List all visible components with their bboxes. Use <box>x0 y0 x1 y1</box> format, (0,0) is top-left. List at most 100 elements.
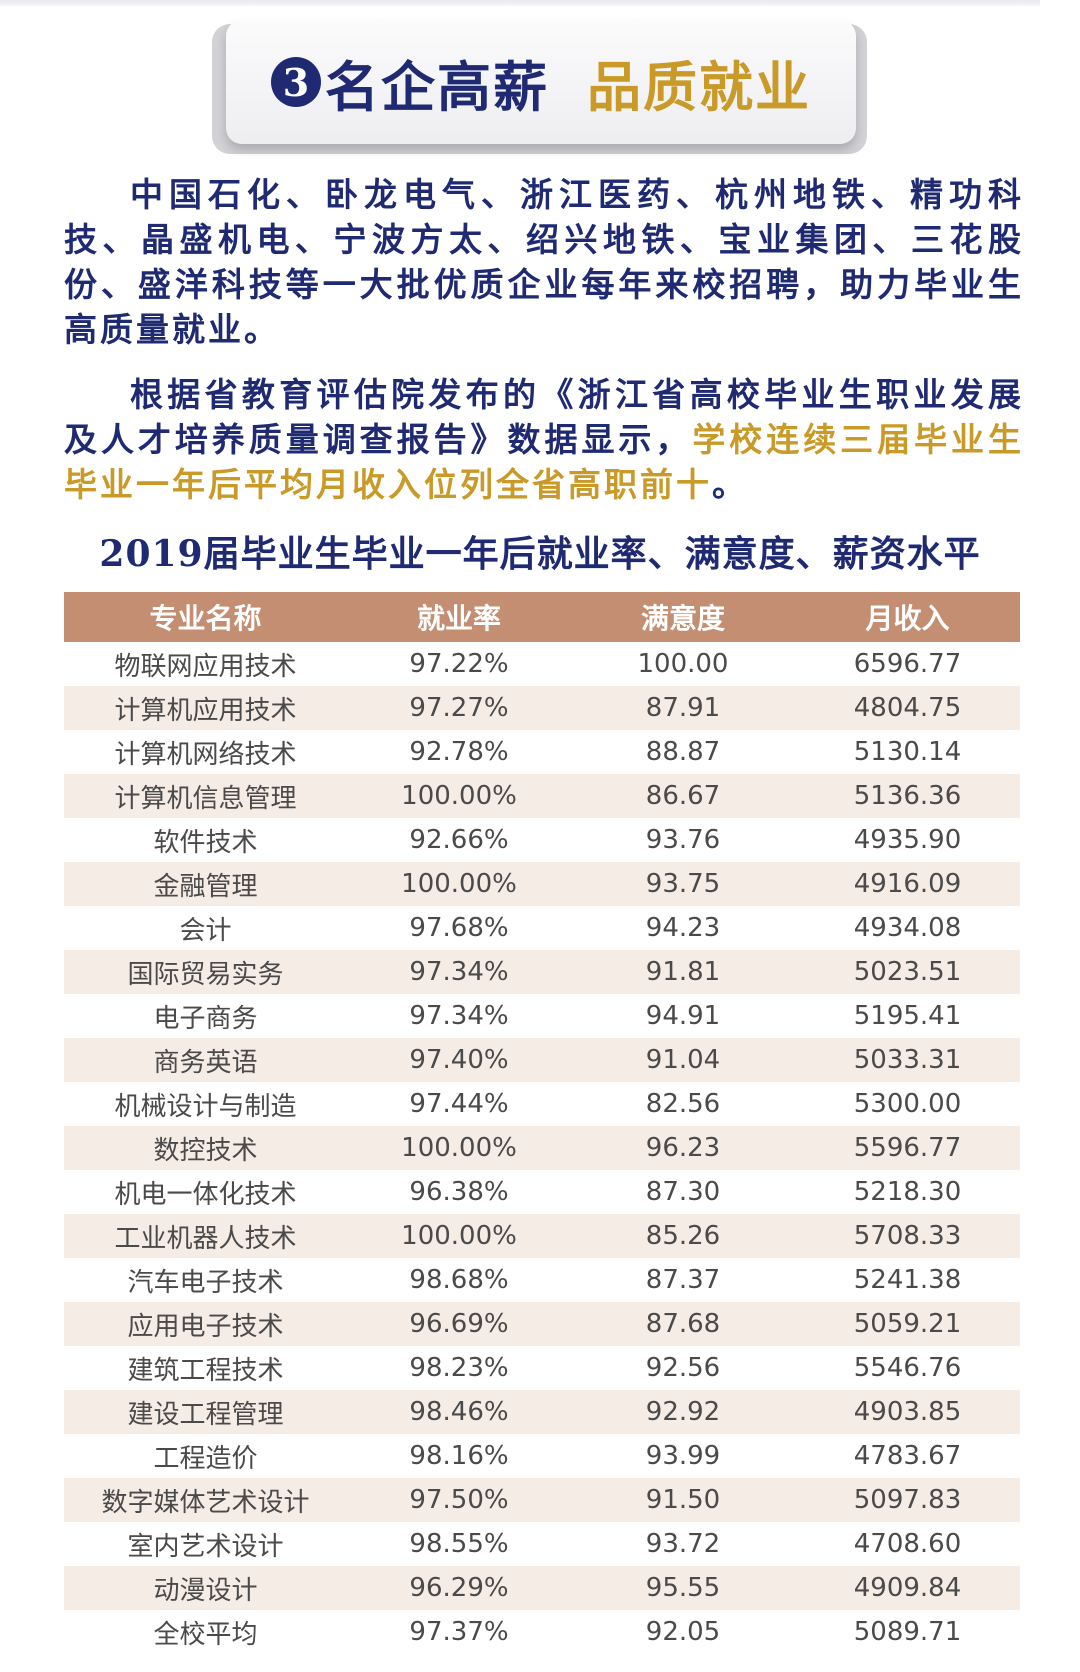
cell-monthly-income: 5097.83 <box>795 1478 1020 1522</box>
cell-employment-rate: 100.00% <box>347 862 571 906</box>
banner-title-part2: 品质就业 <box>587 54 811 119</box>
cell-monthly-income: 4935.90 <box>795 818 1020 862</box>
table-row: 工程造价 98.16% 93.99 4783.67 <box>64 1434 1020 1478</box>
cell-satisfaction: 91.04 <box>571 1038 795 1082</box>
table-row: 物联网应用技术 97.22% 100.00 6596.77 <box>64 642 1020 686</box>
cell-major: 金融管理 <box>64 862 347 906</box>
cell-major: 计算机信息管理 <box>64 774 347 818</box>
cell-major: 数控技术 <box>64 1126 347 1170</box>
cell-satisfaction: 96.23 <box>571 1126 795 1170</box>
cell-satisfaction: 85.26 <box>571 1214 795 1258</box>
cell-monthly-income: 5059.21 <box>795 1302 1020 1346</box>
cell-satisfaction: 92.92 <box>571 1390 795 1434</box>
cell-major: 会计 <box>64 906 347 950</box>
companies-paragraph: 中国石化、卧龙电气、浙江医药、杭州地铁、精功科技、晶盛机电、宁波方太、绍兴地铁、… <box>64 175 1024 349</box>
cell-major: 全校平均 <box>64 1610 347 1654</box>
banner-title-part1: 名企高薪 <box>325 54 549 119</box>
cell-satisfaction: 87.68 <box>571 1302 795 1346</box>
cell-employment-rate: 96.38% <box>347 1170 571 1214</box>
cell-employment-rate: 97.44% <box>347 1082 571 1126</box>
cell-monthly-income: 4934.08 <box>795 906 1020 950</box>
cell-major: 商务英语 <box>64 1038 347 1082</box>
cell-employment-rate: 97.27% <box>347 686 571 730</box>
table-row: 软件技术 92.66% 93.76 4935.90 <box>64 818 1020 862</box>
table-row: 汽车电子技术 98.68% 87.37 5241.38 <box>64 1258 1020 1302</box>
cell-employment-rate: 97.34% <box>347 994 571 1038</box>
cell-employment-rate: 96.29% <box>347 1566 571 1610</box>
cell-monthly-income: 4804.75 <box>795 686 1020 730</box>
cell-major: 国际贸易实务 <box>64 950 347 994</box>
cell-satisfaction: 91.81 <box>571 950 795 994</box>
cell-employment-rate: 100.00% <box>347 1214 571 1258</box>
cell-major: 汽车电子技术 <box>64 1258 347 1302</box>
cell-major: 机械设计与制造 <box>64 1082 347 1126</box>
table-row: 工业机器人技术 100.00% 85.26 5708.33 <box>64 1214 1020 1258</box>
table-row: 计算机应用技术 97.27% 87.91 4804.75 <box>64 686 1020 730</box>
report-paragraph-text: 根据省教育评估院发布的《浙江省高校毕业生职业发展及人才培养质量调查报告》数据显示… <box>64 375 1024 459</box>
table-title: 2019届毕业生毕业一年后就业率、满意度、薪资水平 <box>99 533 981 575</box>
section-number-badge: 3 <box>271 57 321 107</box>
cell-major: 应用电子技术 <box>64 1302 347 1346</box>
cell-employment-rate: 100.00% <box>347 1126 571 1170</box>
cell-employment-rate: 98.68% <box>347 1258 571 1302</box>
cell-satisfaction: 87.91 <box>571 686 795 730</box>
cell-major: 室内艺术设计 <box>64 1522 347 1566</box>
table-row: 建筑工程技术 98.23% 92.56 5546.76 <box>64 1346 1020 1390</box>
report-paragraph-highlight: 学校连续三届毕业生毕业一年后平均月收入位列全省高职前十 <box>64 420 1025 504</box>
table-row: 机电一体化技术 96.38% 87.30 5218.30 <box>64 1170 1020 1214</box>
cell-employment-rate: 97.37% <box>347 1610 571 1654</box>
cell-employment-rate: 92.66% <box>347 818 571 862</box>
table-row: 国际贸易实务 97.34% 91.81 5023.51 <box>64 950 1020 994</box>
cell-monthly-income: 5218.30 <box>795 1170 1020 1214</box>
cell-employment-rate: 98.23% <box>347 1346 571 1390</box>
table-row: 电子商务 97.34% 94.91 5195.41 <box>64 994 1020 1038</box>
cell-major: 软件技术 <box>64 818 347 862</box>
cell-employment-rate: 92.78% <box>347 730 571 774</box>
cell-monthly-income: 5023.51 <box>795 950 1020 994</box>
cell-monthly-income: 5596.77 <box>795 1126 1020 1170</box>
cell-satisfaction: 93.72 <box>571 1522 795 1566</box>
table-body: 物联网应用技术 97.22% 100.00 6596.77 计算机应用技术 97.27% 8… <box>64 642 1020 1654</box>
table-row: 建设工程管理 98.46% 92.92 4903.85 <box>64 1390 1020 1434</box>
cell-monthly-income: 5136.36 <box>795 774 1020 818</box>
table-row: 数字媒体艺术设计 97.50% 91.50 5097.83 <box>64 1478 1020 1522</box>
cell-major: 动漫设计 <box>64 1566 347 1610</box>
cell-satisfaction: 93.75 <box>571 862 795 906</box>
cell-monthly-income: 4903.85 <box>795 1390 1020 1434</box>
table-row: 全校平均 97.37% 92.05 5089.71 <box>64 1610 1020 1654</box>
cell-monthly-income: 4909.84 <box>795 1566 1020 1610</box>
table-row: 计算机信息管理 100.00% 86.67 5136.36 <box>64 774 1020 818</box>
cell-monthly-income: 4916.09 <box>795 862 1020 906</box>
cell-satisfaction: 92.56 <box>571 1346 795 1390</box>
cell-employment-rate: 100.00% <box>347 774 571 818</box>
cell-satisfaction: 92.05 <box>571 1610 795 1654</box>
header-employment-rate: 就业率 <box>347 592 571 642</box>
cell-monthly-income: 5708.33 <box>795 1214 1020 1258</box>
header-satisfaction: 满意度 <box>571 592 795 642</box>
cell-major: 电子商务 <box>64 994 347 1038</box>
cell-monthly-income: 5089.71 <box>795 1610 1020 1654</box>
table-row: 商务英语 97.40% 91.04 5033.31 <box>64 1038 1020 1082</box>
cell-major: 计算机网络技术 <box>64 730 347 774</box>
cell-employment-rate: 98.55% <box>347 1522 571 1566</box>
cell-monthly-income: 5300.00 <box>795 1082 1020 1126</box>
cell-satisfaction: 93.99 <box>571 1434 795 1478</box>
cell-satisfaction: 88.87 <box>571 730 795 774</box>
cell-monthly-income: 4708.60 <box>795 1522 1020 1566</box>
table-row: 机械设计与制造 97.44% 82.56 5300.00 <box>64 1082 1020 1126</box>
cell-monthly-income: 5130.14 <box>795 730 1020 774</box>
cell-employment-rate: 97.22% <box>347 642 571 686</box>
table-row: 应用电子技术 96.69% 87.68 5059.21 <box>64 1302 1020 1346</box>
top-strip <box>0 0 1040 6</box>
cell-employment-rate: 96.69% <box>347 1302 571 1346</box>
cell-satisfaction: 94.23 <box>571 906 795 950</box>
cell-major: 机电一体化技术 <box>64 1170 347 1214</box>
cell-employment-rate: 97.68% <box>347 906 571 950</box>
cell-major: 计算机应用技术 <box>64 686 347 730</box>
cell-major: 数字媒体艺术设计 <box>64 1478 347 1522</box>
cell-monthly-income: 5033.31 <box>795 1038 1020 1082</box>
table-header-row: 专业名称 就业率 满意度 月收入 <box>64 592 1020 642</box>
table-row: 动漫设计 96.29% 95.55 4909.84 <box>64 1566 1020 1610</box>
cell-satisfaction: 82.56 <box>571 1082 795 1126</box>
cell-employment-rate: 97.40% <box>347 1038 571 1082</box>
